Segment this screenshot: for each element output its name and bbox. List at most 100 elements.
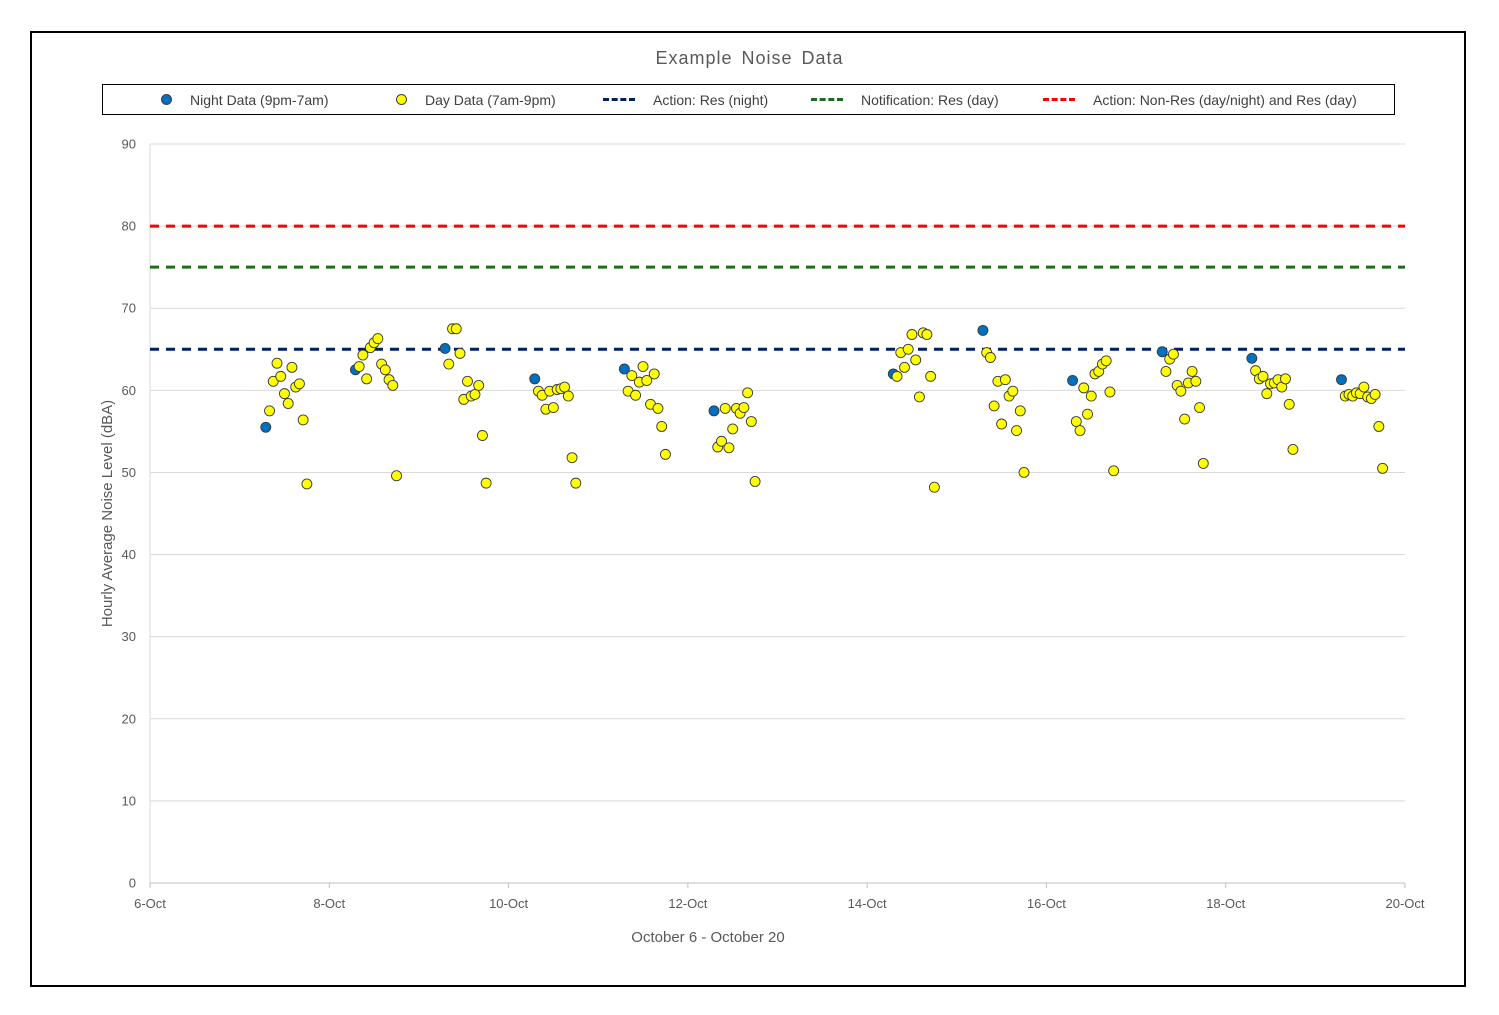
day-data-point [443, 358, 455, 370]
y-tick-label: 50 [122, 465, 136, 480]
night-data-point [1336, 374, 1347, 386]
day-data-point [275, 370, 287, 382]
y-tick-label: 80 [122, 219, 136, 234]
legend-item-day: Day Data (7am-9pm) [396, 85, 556, 114]
day-data-point [1287, 444, 1299, 455]
day-data-point [1197, 457, 1209, 469]
day-data-point [547, 402, 559, 414]
day-data-point [282, 398, 294, 409]
day-data-point [742, 387, 754, 399]
day-data-point [469, 388, 481, 400]
day-data-point [910, 354, 922, 366]
day-data-point [1261, 388, 1273, 400]
day-data-point [379, 364, 391, 376]
day-data-point [462, 375, 473, 387]
y-tick-label: 20 [122, 711, 136, 726]
day-data-point [727, 423, 739, 435]
day-data-point [1190, 375, 1202, 387]
day-data-point [921, 329, 933, 340]
day-data-point [656, 421, 668, 432]
day-data-point [361, 373, 373, 385]
x-tick-label: 12-Oct [668, 896, 707, 911]
legend-label-action-non-res: Action: Non-Res (day/night) and Res (day… [1093, 91, 1357, 108]
x-tick-label: 18-Oct [1206, 896, 1245, 911]
legend-marker-action-res-night [603, 98, 635, 101]
day-data-point [473, 379, 485, 391]
legend-label-notification-res-day: Notification: Res (day) [861, 91, 999, 108]
day-data-point [738, 402, 750, 414]
day-data-point [988, 400, 1000, 412]
day-data-point [1078, 382, 1090, 394]
day-data-point [267, 375, 279, 387]
day-data-point [562, 390, 574, 402]
day-data-point [899, 361, 910, 373]
day-data-point [648, 368, 660, 380]
y-tick-label: 60 [122, 383, 136, 398]
x-tick-label: 8-Oct [313, 896, 345, 911]
night-data-point [260, 421, 272, 433]
day-data-point [454, 347, 466, 359]
day-data-point [293, 378, 305, 390]
night-data-point [618, 363, 630, 375]
y-axis-title: Hourly Average Noise Level (dBA) [99, 400, 116, 627]
chart-title: Example Noise Data [655, 48, 844, 68]
day-data-point [570, 477, 582, 489]
day-data-point [1186, 365, 1198, 377]
night-data-point [708, 405, 720, 417]
day-data-point [999, 374, 1011, 386]
legend: Night Data (9pm-7am) Day Data (7am-9pm) … [102, 84, 1395, 115]
day-data-point [984, 352, 996, 363]
day-data-point [1160, 365, 1172, 377]
day-data-point [264, 405, 275, 417]
day-data-point [301, 478, 313, 490]
day-data-point [1108, 465, 1120, 477]
legend-label-day: Day Data (7am-9pm) [425, 91, 556, 108]
day-data-point [450, 323, 462, 335]
x-tick-label: 20-Oct [1385, 896, 1424, 911]
day-data-point [1082, 408, 1093, 420]
day-data-point [716, 435, 727, 447]
label-layer: 0 10 20 30 40 50 60 70 80 90 6-Oct 8-Oct 10-Oct 12-Oc… [99, 137, 1425, 947]
y-tick-label: 40 [122, 547, 136, 562]
day-data-point [906, 329, 918, 340]
day-data-point [387, 379, 399, 391]
day-data-point [1007, 385, 1019, 397]
day-data-point [1014, 405, 1026, 417]
day-data-point [637, 361, 649, 372]
day-data-point [719, 402, 731, 414]
threshold-layer [150, 224, 1405, 351]
legend-marker-night [161, 94, 172, 105]
day-data-point [996, 418, 1008, 430]
point-layer [260, 323, 1389, 493]
legend-marker-action-non-res [1043, 98, 1075, 101]
x-tick-label: 14-Oct [848, 896, 887, 911]
legend-marker-day [396, 94, 407, 105]
day-data-point [652, 402, 664, 414]
y-tick-label: 0 [129, 876, 136, 891]
day-data-point [480, 477, 492, 489]
grid-layer [149, 143, 1406, 888]
legend-item-action-non-res: Action: Non-Res (day/night) and Res (day… [1043, 85, 1357, 114]
day-data-point [271, 357, 283, 369]
day-data-point [925, 370, 937, 382]
legend-item-notification-res-day: Notification: Res (day) [811, 85, 999, 114]
y-tick-label: 90 [122, 137, 136, 152]
day-data-point [630, 389, 642, 401]
day-data-point [1070, 416, 1082, 427]
day-data-point [913, 391, 925, 403]
day-data-point [1179, 413, 1191, 425]
day-data-point [1358, 381, 1370, 393]
day-data-point [749, 476, 761, 487]
day-data-point [1104, 386, 1116, 398]
x-tick-label: 10-Oct [489, 896, 528, 911]
day-data-point [1373, 421, 1385, 432]
y-tick-label: 30 [122, 629, 136, 644]
day-data-point [559, 381, 571, 393]
day-data-point [279, 388, 290, 400]
day-data-point [626, 370, 638, 382]
x-tick-label: 6-Oct [134, 896, 166, 911]
night-data-point [977, 324, 989, 336]
day-data-point [928, 481, 940, 493]
day-data-point [1167, 348, 1179, 360]
